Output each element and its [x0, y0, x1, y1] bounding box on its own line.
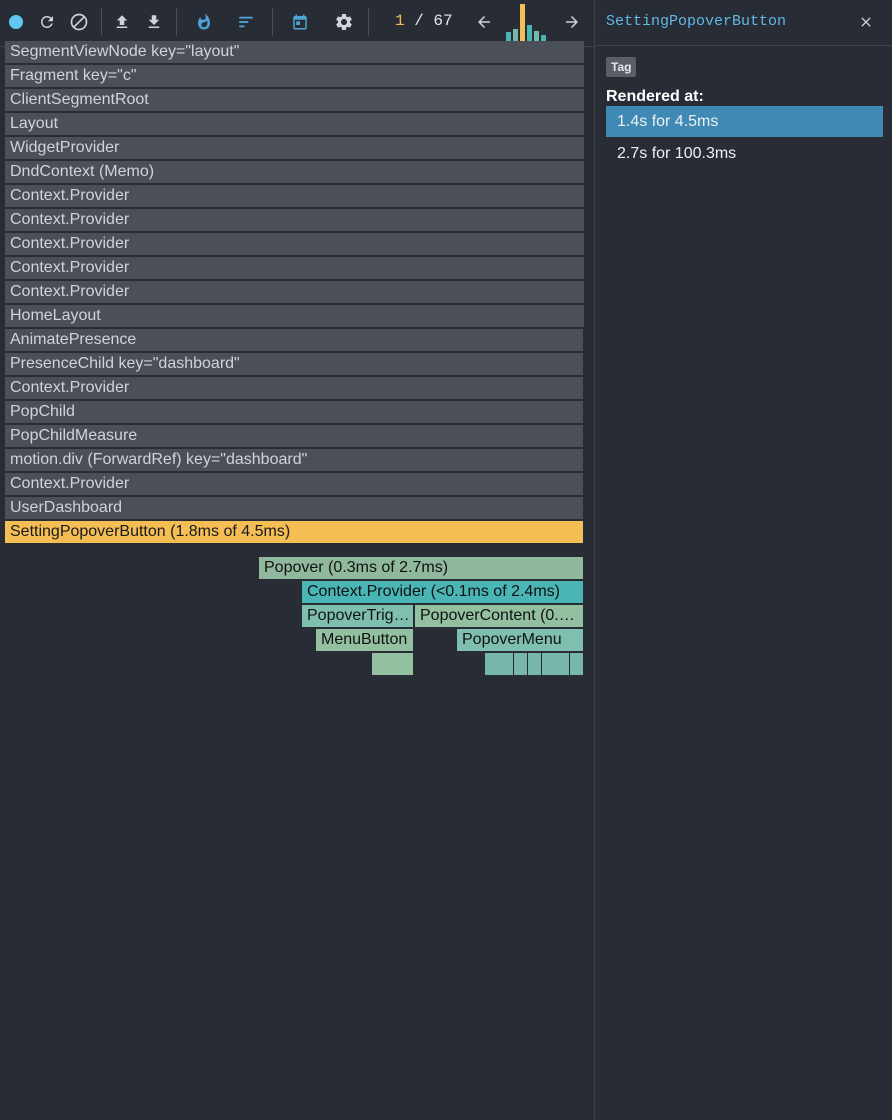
flame-node[interactable]: HomeLayout [5, 305, 584, 327]
flame-node[interactable] [485, 653, 513, 675]
render-item[interactable]: 2.7s for 100.3ms [617, 145, 737, 162]
commit-separator: / [404, 12, 434, 30]
close-panel-button[interactable] [855, 11, 877, 33]
toolbar-separator [176, 8, 177, 36]
rendered-at-label: Rendered at: [606, 88, 704, 105]
flame-node-popover[interactable]: Popover (0.3ms of 2.7ms) [259, 557, 583, 579]
timeline-tab[interactable] [286, 8, 314, 36]
load-profile-icon [116, 15, 128, 28]
commit-bar[interactable] [534, 31, 539, 42]
load-profile-button[interactable] [108, 8, 136, 36]
selected-component-name: SettingPopoverButton [606, 13, 787, 30]
panel-divider[interactable] [594, 0, 595, 1120]
record-icon [9, 15, 23, 29]
flame-node[interactable]: AnimatePresence [5, 329, 583, 351]
flame-node[interactable]: SegmentViewNode key="layout" [5, 41, 584, 63]
flame-node-context-provider[interactable]: Context.Provider (<0.1ms of 2.4ms) [302, 581, 583, 603]
commit-bar[interactable] [513, 29, 518, 42]
render-item[interactable]: 1.4s for 4.5ms [606, 106, 883, 137]
flame-node[interactable]: motion.div (ForwardRef) key="dashboard" [5, 449, 583, 471]
clear-icon [70, 13, 88, 31]
previous-commit-button[interactable] [470, 8, 498, 36]
flame-node[interactable]: UserDashboard [5, 497, 583, 519]
save-profile-button[interactable] [140, 8, 168, 36]
flame-node-popover-trigger[interactable]: PopoverTrigger [302, 605, 413, 627]
flame-node[interactable]: Context.Provider [5, 473, 583, 495]
commit-selector-chart[interactable] [504, 4, 546, 44]
next-commit-button[interactable] [558, 8, 586, 36]
flame-node[interactable] [570, 653, 583, 675]
commit-counter: 1 / 67 [395, 12, 453, 30]
toolbar-separator [368, 8, 369, 36]
commit-bar[interactable] [506, 32, 511, 42]
flame-node[interactable]: Fragment key="c" [5, 65, 584, 87]
commit-total: 67 [433, 12, 453, 30]
reload-and-profile-button[interactable] [33, 8, 61, 36]
flame-node[interactable]: ClientSegmentRoot [5, 89, 584, 111]
arrow-left-icon [478, 16, 490, 28]
close-icon [861, 17, 871, 27]
flame-node[interactable] [514, 653, 527, 675]
toolbar-separator [101, 8, 102, 36]
flamegraph-tab[interactable] [190, 8, 218, 36]
timeline-icon [293, 14, 307, 30]
flame-node[interactable]: Context.Provider [5, 281, 584, 303]
flame-node-selected[interactable]: SettingPopoverButton (1.8ms of 4.5ms) [5, 521, 583, 543]
commit-bar[interactable] [527, 25, 532, 42]
commit-current: 1 [395, 12, 405, 30]
flamegraph: SegmentViewNode key="layout" Fragment key… [0, 41, 594, 1120]
save-profile-icon [148, 15, 160, 28]
flame-node[interactable]: PopChildMeasure [5, 425, 583, 447]
flame-node-popover-content[interactable]: PopoverContent (0.1ms of 2.3ms) [415, 605, 583, 627]
flame-node[interactable]: PopChild [5, 401, 583, 423]
flame-node[interactable] [372, 653, 413, 675]
flame-node[interactable] [542, 653, 569, 675]
record-button[interactable] [2, 8, 30, 36]
arrow-right-icon [566, 16, 578, 28]
flame-node-menu-button[interactable]: MenuButton [316, 629, 413, 651]
flame-node[interactable]: Context.Provider [5, 257, 584, 279]
flame-icon [198, 13, 210, 30]
flame-node[interactable]: Layout [5, 113, 584, 135]
ranked-chart-tab[interactable] [232, 8, 260, 36]
flame-node[interactable]: DndContext (Memo) [5, 161, 584, 183]
flame-node[interactable]: Context.Provider [5, 185, 584, 207]
flame-node[interactable]: PresenceChild key="dashboard" [5, 353, 583, 375]
settings-button[interactable] [330, 8, 358, 36]
toolbar-separator [272, 8, 273, 36]
reload-icon [40, 15, 53, 28]
commit-bar[interactable] [541, 35, 546, 42]
settings-icon [336, 13, 352, 30]
selected-fiber-panel: SettingPopoverButton Tag Rendered at: 1.… [595, 0, 892, 1120]
flame-node[interactable]: Context.Provider [5, 209, 584, 231]
tag-badge: Tag [606, 57, 637, 77]
panel-header-separator [595, 45, 892, 46]
flame-node-popover-menu[interactable]: PopoverMenu [457, 629, 583, 651]
flame-node[interactable]: WidgetProvider [5, 137, 584, 159]
commit-bar[interactable] [520, 4, 525, 42]
flame-node[interactable]: Context.Provider [5, 233, 584, 255]
profiler-toolbar: 1 / 67 [0, 0, 594, 47]
clear-profiling-data-button[interactable] [65, 8, 93, 36]
ranked-chart-icon [239, 16, 253, 28]
flame-node[interactable] [528, 653, 541, 675]
flame-node[interactable]: Context.Provider [5, 377, 583, 399]
